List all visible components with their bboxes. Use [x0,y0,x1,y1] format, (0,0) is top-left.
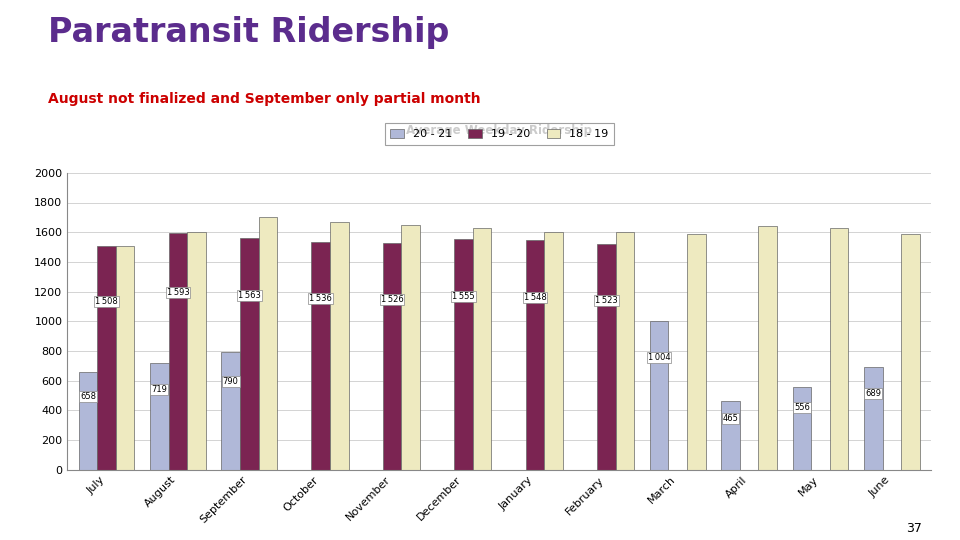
Bar [615,232,635,470]
Bar [116,246,134,470]
Text: 658: 658 [80,392,96,401]
Bar [187,232,205,470]
Bar [650,321,668,470]
Bar [544,232,563,470]
Bar [793,387,811,470]
Bar [864,368,882,470]
Text: 689: 689 [865,389,881,397]
Bar [258,217,277,470]
Bar [597,244,615,470]
Text: 1 508: 1 508 [95,298,118,306]
Bar [758,226,777,470]
Title: Average Weekday Ridership: Average Weekday Ridership [406,124,592,137]
Bar [150,363,169,470]
Bar [222,353,240,470]
Text: 1 523: 1 523 [595,296,617,305]
Bar [311,242,330,470]
Text: 1 593: 1 593 [166,288,189,297]
Bar [721,401,740,470]
Text: Paratransit Ridership: Paratransit Ridership [48,16,449,49]
Text: 556: 556 [794,403,810,413]
Text: 1 563: 1 563 [238,291,261,300]
Text: 719: 719 [152,385,167,394]
Bar [829,228,849,470]
Text: 1 526: 1 526 [381,295,403,305]
Bar [330,222,348,470]
Legend: 20 - 21, 19 - 20, 18 - 19: 20 - 21, 19 - 20, 18 - 19 [385,124,613,145]
Bar [401,225,420,470]
Text: 1 004: 1 004 [648,354,670,362]
Bar [454,239,472,470]
Text: 465: 465 [723,414,738,422]
Bar [472,228,492,470]
Text: 1 548: 1 548 [523,293,546,302]
Bar [97,246,116,470]
Text: 1 536: 1 536 [309,294,332,303]
Text: 37: 37 [905,522,922,535]
Bar [383,243,401,470]
Bar [169,233,187,470]
Bar [240,238,258,470]
Text: 790: 790 [223,377,239,386]
Text: 1 555: 1 555 [452,292,475,301]
Bar [79,372,97,470]
Bar [901,234,920,470]
Text: August not finalized and September only partial month: August not finalized and September only … [48,92,481,106]
Bar [526,240,544,470]
Bar [687,234,706,470]
